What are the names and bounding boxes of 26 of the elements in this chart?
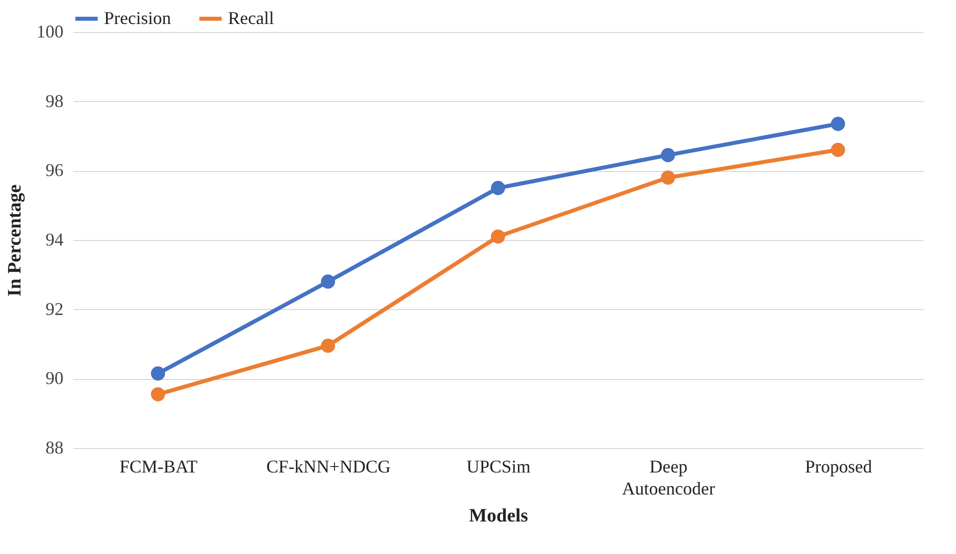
x-axis-title: Models: [468, 506, 528, 526]
y-tick-label: 88: [46, 438, 64, 458]
x-tick-label: Proposed: [805, 456, 872, 476]
point: [830, 142, 846, 157]
point: [150, 366, 166, 381]
y-axis-title: In Percentage: [4, 184, 26, 297]
legend-label: Recall: [228, 8, 274, 28]
point: [490, 229, 506, 244]
point: [150, 387, 166, 402]
x-tick-label: CF-kNN+NDCG: [266, 456, 391, 476]
point: [320, 338, 336, 353]
x-tick-label: UPCSim: [466, 456, 531, 476]
y-tick-label: 96: [46, 160, 64, 180]
point: [830, 116, 846, 131]
x-tick-label: FCM-BAT: [119, 456, 198, 476]
x-tick-label: Deep Autoencoder: [622, 456, 715, 498]
point: [490, 180, 506, 196]
legend-label: Precision: [104, 8, 171, 28]
y-tick-label: 98: [46, 90, 64, 111]
point: [660, 170, 676, 185]
point: [320, 274, 336, 289]
y-tick-label: 92: [46, 298, 64, 319]
point: [660, 148, 676, 162]
y-tick-label: 100: [36, 22, 64, 42]
y-tick-label: 90: [46, 368, 64, 388]
y-tick-label: 94: [46, 230, 64, 250]
